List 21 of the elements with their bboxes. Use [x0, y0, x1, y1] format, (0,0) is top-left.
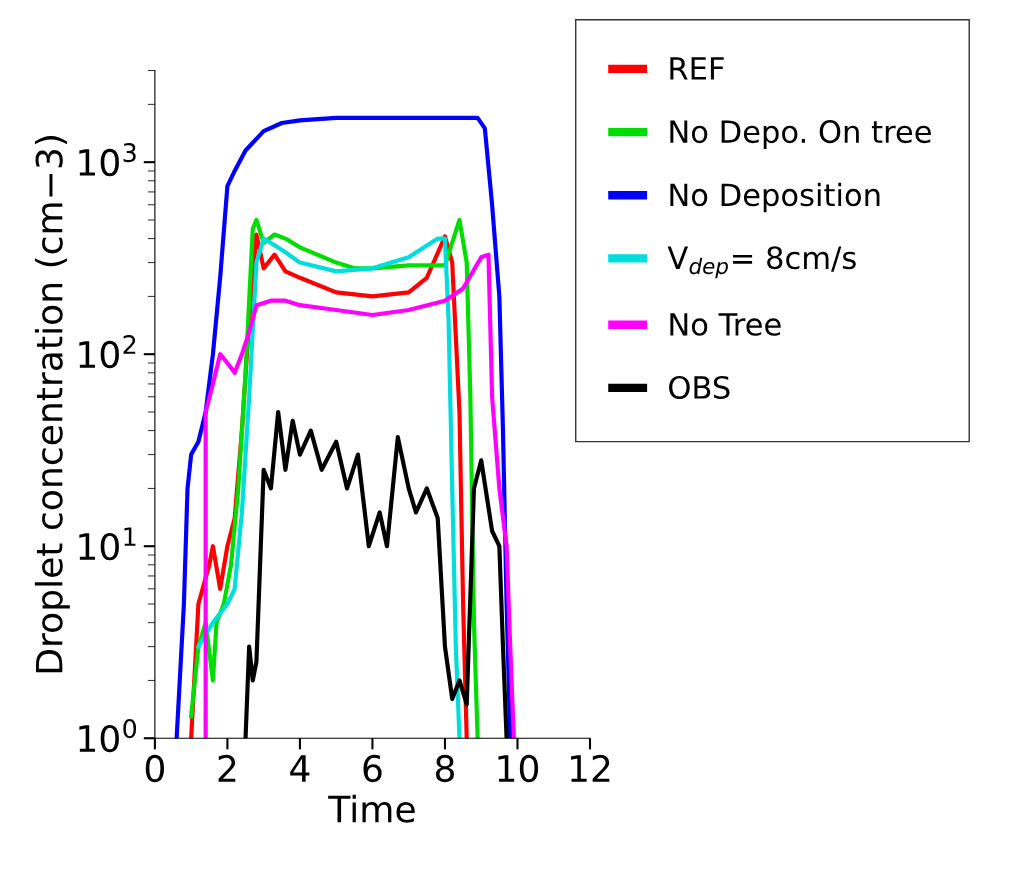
legend-label: REF — [670, 57, 724, 80]
x-tick-label: 0 — [145, 754, 164, 783]
x-tick-label: 6 — [363, 754, 382, 783]
legend-label: No Deposition — [670, 182, 880, 213]
y-axis-title: Droplet concentration (cm−3) — [34, 136, 70, 673]
y-tick-label: 10$^{0}$ — [79, 719, 137, 753]
y-tick-label: 10$^{3}$ — [79, 143, 136, 177]
legend-label: OBS — [669, 375, 730, 400]
legend-label: No Tree — [670, 313, 781, 336]
legend-label: V$_{dep}$= 8cm/s — [667, 246, 856, 279]
y-tick-label: 10$^{1}$ — [79, 527, 136, 561]
y-tick-label: 10$^{2}$ — [79, 335, 136, 369]
x-axis-title: Time — [328, 794, 415, 823]
legend-label: No Depo. On tree — [670, 120, 931, 150]
x-tick-label: 12 — [570, 754, 610, 782]
x-tick-label: 8 — [435, 754, 454, 783]
x-tick-label: 2 — [218, 754, 236, 782]
line-series — [174, 115, 513, 739]
x-tick-label: 10 — [498, 754, 539, 783]
line-series — [203, 252, 516, 739]
x-tick-label: 4 — [290, 755, 310, 782]
